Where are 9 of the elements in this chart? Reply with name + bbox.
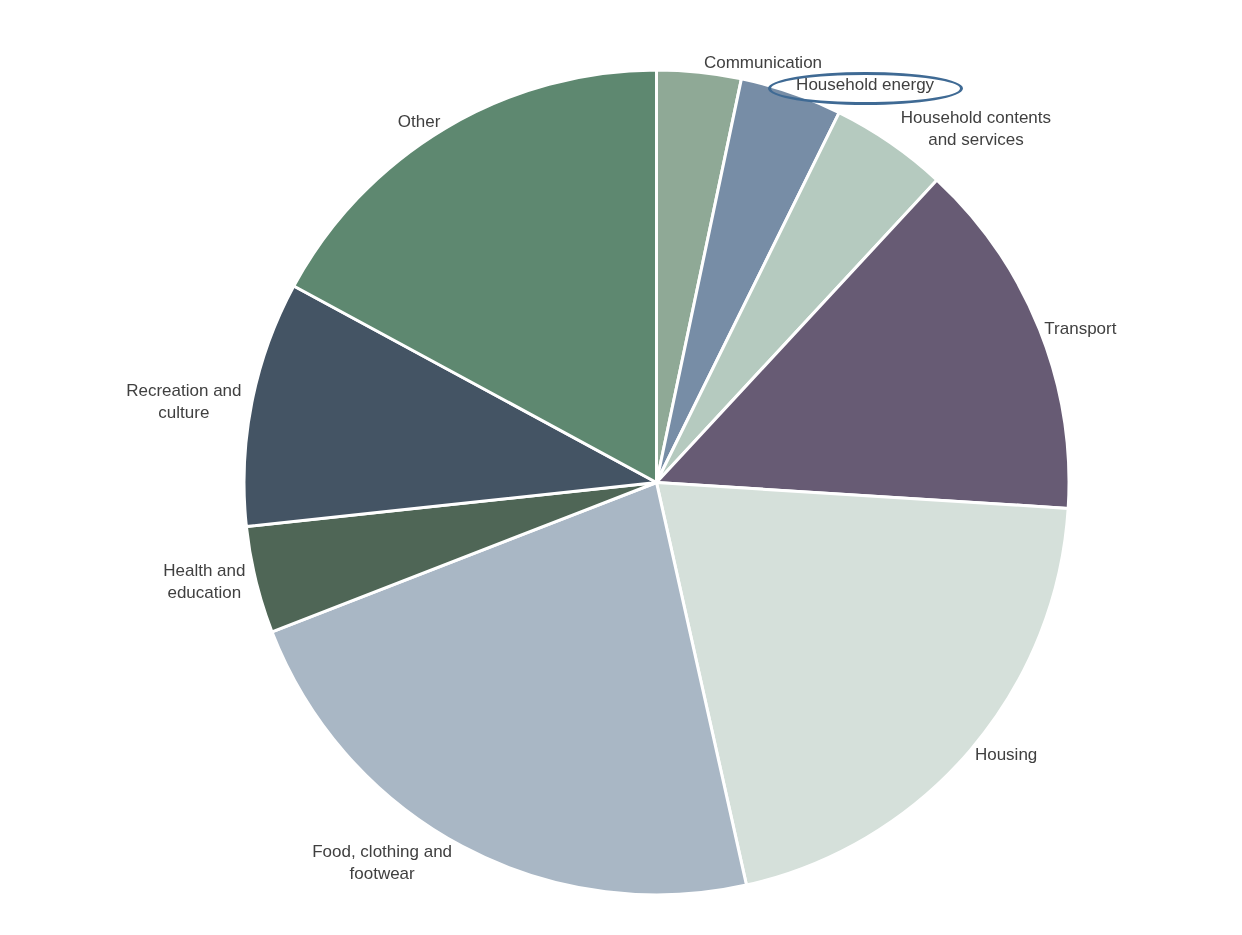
- slice-label: Transport: [1044, 318, 1117, 338]
- slice-label: Other: [397, 111, 441, 131]
- slice-label: Household contents and services: [900, 108, 1052, 150]
- slice-label: Household energy: [796, 74, 935, 94]
- slice-label: Health and education: [163, 560, 246, 602]
- slice-label: Housing: [974, 744, 1038, 764]
- slice-label: Communication: [703, 53, 823, 73]
- slice-label: Food, clothing and footwear: [312, 841, 453, 883]
- slice-label: Recreation and culture: [126, 381, 242, 423]
